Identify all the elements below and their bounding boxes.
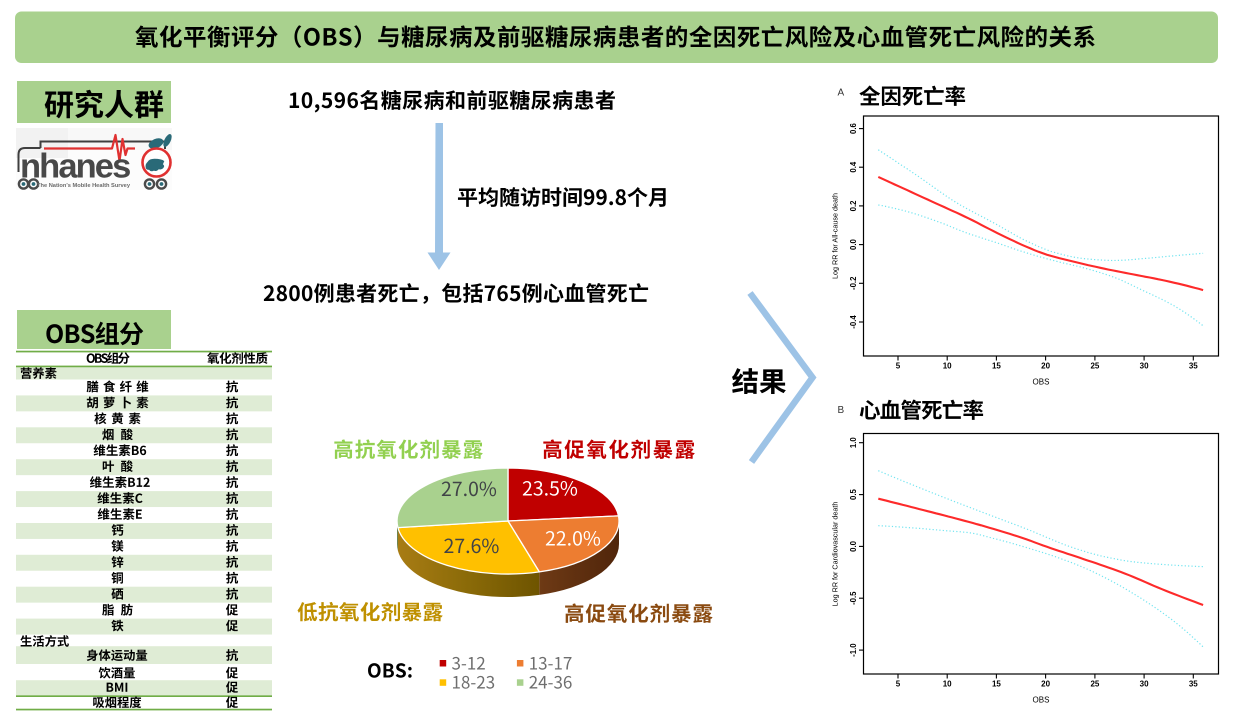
- svg-text:20: 20: [1041, 680, 1050, 689]
- svg-text:5: 5: [896, 680, 901, 689]
- svg-text:The Nation's Mobile Health Sur: The Nation's Mobile Health Survey: [37, 183, 131, 189]
- svg-text:25: 25: [1090, 362, 1099, 371]
- svg-text:0.6: 0.6: [849, 123, 858, 135]
- svg-text:Log RR for Cardiovascular deat: Log RR for Cardiovascular death: [831, 502, 840, 607]
- svg-text:0.0: 0.0: [849, 540, 858, 552]
- svg-text:15: 15: [992, 680, 1001, 689]
- svg-text:OBS: OBS: [1033, 696, 1050, 705]
- svg-text:30: 30: [1140, 680, 1149, 689]
- svg-text:-0.2: -0.2: [849, 276, 858, 290]
- svg-text:10: 10: [943, 362, 952, 371]
- svg-text:A: A: [838, 88, 845, 99]
- svg-text:-0.4: -0.4: [849, 315, 858, 329]
- svg-text:20: 20: [1041, 362, 1050, 371]
- svg-text:35: 35: [1189, 362, 1198, 371]
- svg-text:-1.0: -1.0: [849, 643, 858, 657]
- svg-text:0.5: 0.5: [849, 489, 858, 501]
- svg-text:B: B: [838, 405, 845, 416]
- svg-text:0.0: 0.0: [849, 239, 858, 251]
- svg-text:10: 10: [943, 680, 952, 689]
- svg-text:OBS: OBS: [1033, 378, 1050, 387]
- svg-text:-0.5: -0.5: [849, 591, 858, 605]
- svg-text:35: 35: [1189, 680, 1198, 689]
- svg-text:Log RR for All-cause death: Log RR for All-cause death: [831, 193, 840, 279]
- svg-text:0.2: 0.2: [849, 200, 858, 212]
- svg-text:5: 5: [896, 362, 901, 371]
- svg-text:15: 15: [992, 362, 1001, 371]
- svg-text:nhanes: nhanes: [20, 148, 130, 186]
- svg-text:0.4: 0.4: [849, 161, 858, 173]
- svg-text:25: 25: [1090, 680, 1099, 689]
- svg-text:30: 30: [1140, 362, 1149, 371]
- svg-text:1.0: 1.0: [849, 437, 858, 449]
